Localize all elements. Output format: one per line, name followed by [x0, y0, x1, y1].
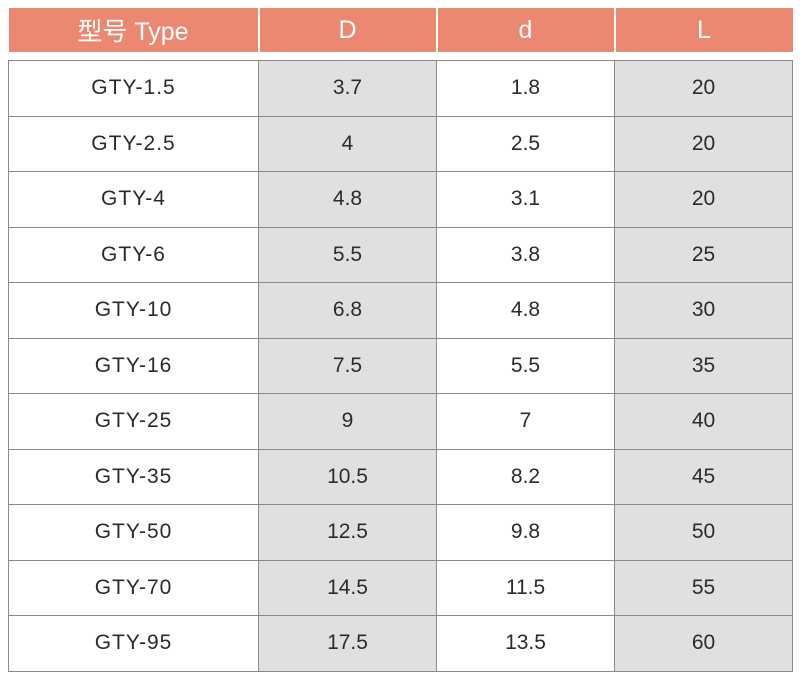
d-cell: 8.2	[436, 448, 615, 505]
L-cell: 35	[614, 337, 793, 394]
type-cell: GTY-10	[8, 282, 259, 339]
L-cell: 60	[614, 615, 793, 672]
D-cell: 4	[258, 115, 437, 172]
d-cell: 3.8	[436, 226, 615, 283]
D-cell: 5.5	[258, 226, 437, 283]
L-cell: 55	[614, 559, 793, 616]
L-cell: 40	[614, 393, 793, 450]
type-cell: GTY-70	[8, 559, 259, 616]
type-cell: GTY-6	[8, 226, 259, 283]
type-cell: GTY-4	[8, 171, 259, 228]
spec-table: 型号 Type D d L GTY-1.5 3.7 1.8 20 GTY-2.5 4 2.5…	[8, 8, 793, 672]
d-cell: 4.8	[436, 282, 615, 339]
table-row: GTY-25 9 7 40	[8, 393, 793, 450]
type-cell: GTY-1.5	[8, 60, 259, 117]
L-cell: 30	[614, 282, 793, 339]
L-cell: 45	[614, 448, 793, 505]
d-cell: 3.1	[436, 171, 615, 228]
column-header-type: 型号 Type	[8, 8, 260, 52]
table-row: GTY-2.5 4 2.5 20	[8, 115, 793, 172]
table-row: GTY-35 10.5 8.2 45	[8, 448, 793, 505]
L-cell: 50	[614, 504, 793, 561]
D-cell: 17.5	[258, 615, 437, 672]
type-cell: GTY-95	[8, 615, 259, 672]
type-cell: GTY-16	[8, 337, 259, 394]
L-cell: 20	[614, 115, 793, 172]
L-cell: 20	[614, 171, 793, 228]
d-cell: 9.8	[436, 504, 615, 561]
table-row: GTY-70 14.5 11.5 55	[8, 559, 793, 616]
d-cell: 2.5	[436, 115, 615, 172]
L-cell: 20	[614, 60, 793, 117]
table-row: GTY-4 4.8 3.1 20	[8, 171, 793, 228]
L-cell: 25	[614, 226, 793, 283]
D-cell: 4.8	[258, 171, 437, 228]
type-cell: GTY-35	[8, 448, 259, 505]
type-cell: GTY-50	[8, 504, 259, 561]
table-body: GTY-1.5 3.7 1.8 20 GTY-2.5 4 2.5 20 GTY-4 4.8 3.1 2…	[8, 60, 793, 672]
d-cell: 13.5	[436, 615, 615, 672]
table-row: GTY-1.5 3.7 1.8 20	[8, 60, 793, 117]
D-cell: 12.5	[258, 504, 437, 561]
D-cell: 10.5	[258, 448, 437, 505]
D-cell: 6.8	[258, 282, 437, 339]
d-cell: 1.8	[436, 60, 615, 117]
table-row: GTY-16 7.5 5.5 35	[8, 337, 793, 394]
d-cell: 11.5	[436, 559, 615, 616]
d-cell: 5.5	[436, 337, 615, 394]
D-cell: 3.7	[258, 60, 437, 117]
table-row: GTY-10 6.8 4.8 30	[8, 282, 793, 339]
column-header-L: L	[613, 8, 793, 52]
D-cell: 9	[258, 393, 437, 450]
type-cell: GTY-2.5	[8, 115, 259, 172]
table-row: GTY-6 5.5 3.8 25	[8, 226, 793, 283]
D-cell: 14.5	[258, 559, 437, 616]
table-row: GTY-50 12.5 9.8 50	[8, 504, 793, 561]
header-row: 型号 Type D d L	[8, 8, 793, 52]
column-header-D: D	[257, 8, 438, 52]
column-header-d: d	[435, 8, 616, 52]
D-cell: 7.5	[258, 337, 437, 394]
header-gap	[8, 52, 793, 61]
d-cell: 7	[436, 393, 615, 450]
table-row: GTY-95 17.5 13.5 60	[8, 615, 793, 672]
type-cell: GTY-25	[8, 393, 259, 450]
